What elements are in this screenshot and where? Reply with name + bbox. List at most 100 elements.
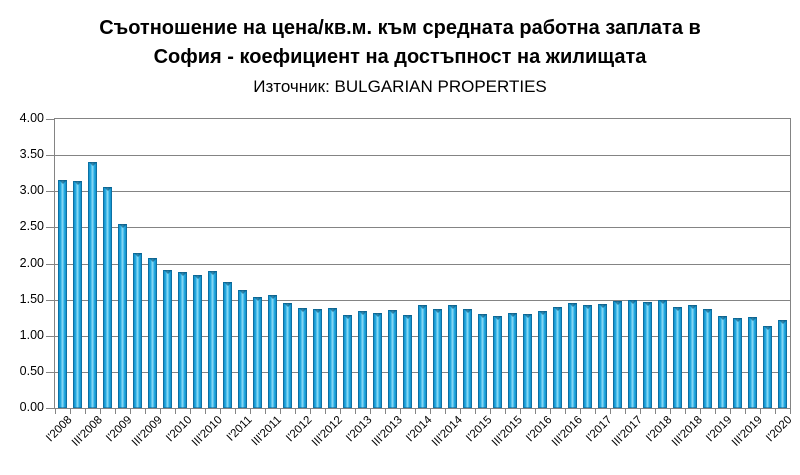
x-axis-tick xyxy=(700,409,701,414)
x-axis-tick xyxy=(445,409,446,414)
bar xyxy=(463,309,472,408)
bar xyxy=(493,316,502,408)
bar xyxy=(103,187,112,408)
x-axis-tick xyxy=(625,409,626,414)
bar xyxy=(268,295,277,408)
y-axis-tick xyxy=(46,300,55,301)
bar xyxy=(163,270,172,408)
x-axis-label: III'2010 xyxy=(189,414,225,449)
x-axis-tick xyxy=(385,409,386,414)
x-axis-tick xyxy=(160,409,161,414)
x-axis-tick xyxy=(565,409,566,414)
x-axis-tick xyxy=(250,409,251,414)
y-axis-tick xyxy=(46,119,55,120)
x-axis-tick xyxy=(520,409,521,414)
y-axis-tick xyxy=(46,155,55,156)
x-axis-tick xyxy=(295,409,296,414)
x-axis-tick xyxy=(490,409,491,414)
bar xyxy=(433,309,442,408)
gridline xyxy=(55,227,790,228)
y-axis-label: 0.50 xyxy=(19,364,44,378)
bar xyxy=(193,275,202,408)
bar xyxy=(73,181,82,408)
bar xyxy=(388,310,397,408)
x-axis-label: III'2015 xyxy=(489,414,525,449)
x-axis-tick xyxy=(400,409,401,414)
bar xyxy=(523,314,532,408)
x-axis-tick xyxy=(280,409,281,414)
x-axis-label: III'2013 xyxy=(369,414,405,449)
x-axis-tick xyxy=(505,409,506,414)
y-axis-label: 2.50 xyxy=(19,219,44,233)
x-axis-label: III'2017 xyxy=(609,414,645,449)
x-axis-tick xyxy=(145,409,146,414)
bar xyxy=(358,311,367,408)
bar xyxy=(703,309,712,408)
chart-source: Източник: BULGARIAN PROPERTIES xyxy=(253,77,547,96)
bar xyxy=(343,315,352,408)
x-axis-label: I'2020 xyxy=(764,414,795,445)
bar xyxy=(718,316,727,408)
bar xyxy=(778,320,787,408)
bar xyxy=(508,313,517,408)
y-axis-tick xyxy=(46,264,55,265)
bar xyxy=(748,317,757,408)
x-axis-label: III'2014 xyxy=(429,414,465,449)
bar xyxy=(538,311,547,408)
bar xyxy=(283,303,292,408)
y-axis-label: 2.00 xyxy=(19,256,44,270)
x-axis-tick xyxy=(235,409,236,414)
x-axis-label: III'2016 xyxy=(549,414,585,449)
bar xyxy=(583,305,592,408)
bar xyxy=(298,308,307,408)
x-axis-tick xyxy=(745,409,746,414)
x-axis-tick xyxy=(670,409,671,414)
bar xyxy=(673,307,682,408)
x-axis-tick xyxy=(340,409,341,414)
x-axis-tick xyxy=(130,409,131,414)
x-axis-tick xyxy=(790,409,791,414)
x-axis-tick xyxy=(115,409,116,414)
y-axis-label: 1.50 xyxy=(19,292,44,306)
y-axis-label: 3.00 xyxy=(19,183,44,197)
plot-area xyxy=(54,118,791,409)
x-axis-tick xyxy=(640,409,641,414)
bar xyxy=(313,309,322,408)
chart-title-line2: София - коефициент на достъпност на жили… xyxy=(153,46,647,68)
bar xyxy=(373,313,382,408)
y-axis-label: 1.00 xyxy=(19,328,44,342)
bar xyxy=(478,314,487,408)
bar xyxy=(253,297,262,408)
x-axis-tick xyxy=(355,409,356,414)
bar xyxy=(598,304,607,408)
x-axis-tick xyxy=(370,409,371,414)
bar xyxy=(418,305,427,408)
x-axis-tick xyxy=(760,409,761,414)
bar xyxy=(223,282,232,408)
x-axis-tick xyxy=(415,409,416,414)
gridline xyxy=(55,155,790,156)
x-axis-tick xyxy=(85,409,86,414)
bar xyxy=(613,301,622,408)
x-axis-label: III'2018 xyxy=(669,414,705,449)
bar xyxy=(208,271,217,408)
bar xyxy=(133,253,142,408)
bar xyxy=(733,318,742,408)
x-axis-tick xyxy=(595,409,596,414)
gridline xyxy=(55,191,790,192)
bar xyxy=(553,307,562,408)
x-axis-tick xyxy=(655,409,656,414)
x-axis-tick xyxy=(535,409,536,414)
chart-title-line1: Съотношение на цена/кв.м. към средната р… xyxy=(99,17,701,39)
x-axis-tick xyxy=(685,409,686,414)
bar xyxy=(118,224,127,408)
x-axis-tick xyxy=(55,409,56,414)
y-axis-tick xyxy=(46,336,55,337)
y-axis-label: 3.50 xyxy=(19,147,44,161)
x-axis-label: III'2009 xyxy=(129,414,165,449)
bar xyxy=(658,300,667,408)
x-axis-label: III'2012 xyxy=(309,414,345,449)
x-axis-tick xyxy=(775,409,776,414)
bar xyxy=(328,308,337,408)
y-axis-label: 4.00 xyxy=(19,111,44,125)
